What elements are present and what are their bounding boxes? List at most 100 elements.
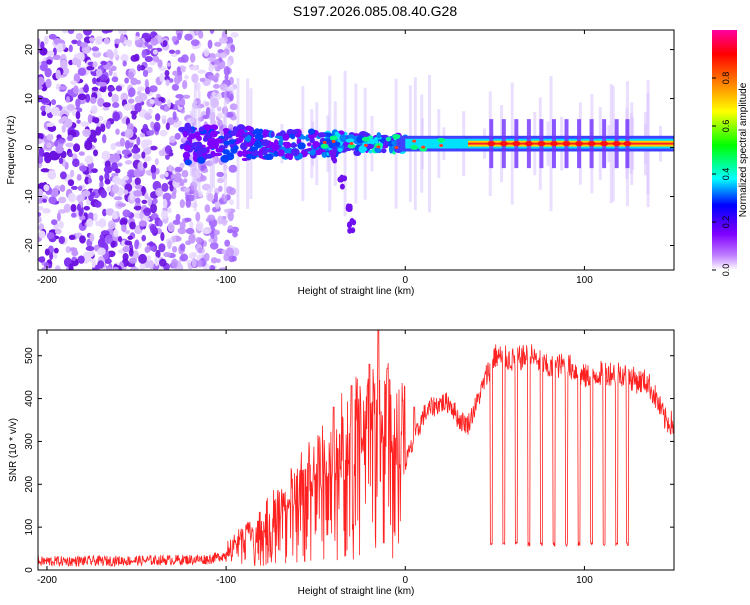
spectrogram-noise-blob <box>44 35 49 45</box>
spectrogram-noise-blob <box>202 114 210 120</box>
spectrogram-noise-blob <box>79 165 87 172</box>
spectrogram-noise-blob <box>78 209 83 217</box>
spectrogram-noise-blob <box>227 228 234 234</box>
spectrogram-noise-blob <box>149 145 158 151</box>
spectrogram-noise-blob <box>112 111 121 122</box>
spectrogram-noise-blob <box>138 253 147 264</box>
spectrogram-noise-blob <box>40 168 50 173</box>
spectrogram-noise-blob <box>143 207 152 217</box>
spectrogram-signal-blob <box>202 136 208 142</box>
spectrogram-noise-blob <box>44 248 50 256</box>
spectrogram-signal-blob <box>198 126 205 132</box>
spectrogram-x-tick-label: -200 <box>37 275 57 286</box>
spectrogram-noise-blob <box>114 168 121 174</box>
spectrogram-noise-blob <box>104 178 111 185</box>
spectrogram-bright-blob <box>329 135 338 141</box>
spectrogram-noise-blob <box>113 196 123 201</box>
spectrogram-noise-blob <box>80 121 89 127</box>
spectrogram-noise-blob <box>83 30 92 36</box>
spectrogram-noise-blob <box>106 49 114 58</box>
spectrogram-noise-blob <box>216 171 224 178</box>
spectrogram-signal-blob <box>190 146 199 150</box>
spectrogram-noise-blob <box>165 122 170 131</box>
spectrogram-noise-blob <box>102 102 111 108</box>
spectrogram-noise-blob <box>58 157 64 165</box>
spectrogram-signal-blob <box>291 129 299 135</box>
spectrogram-noise-blob <box>111 184 119 194</box>
spectrogram-y-tick-label: -10 <box>24 189 35 204</box>
spectrogram-bright-core <box>421 145 426 149</box>
spectrogram-noise-blob <box>122 60 127 67</box>
spectrogram-noise-blob <box>149 241 154 247</box>
spectrogram-noise-blob <box>169 135 176 144</box>
spectrogram-noise-blob <box>54 265 61 270</box>
snr-y-tick-label: 300 <box>24 433 35 450</box>
spectrogram-noise-blob <box>144 55 154 63</box>
spectrogram-signal-blob <box>183 144 192 152</box>
spectrogram-noise-blob <box>144 78 149 89</box>
spectrogram-noise-blob <box>51 187 59 198</box>
spectrogram-y-tick-label: 0 <box>24 144 35 150</box>
spectrogram-signal-blob <box>184 159 193 166</box>
spectrogram-noise-blob <box>132 153 141 160</box>
spectrogram-signal-blob <box>244 125 253 131</box>
spectrogram-y-ticks: -20 -10 0 10 20 <box>24 44 674 253</box>
spectrogram-noise-blob <box>177 32 182 41</box>
spectrogram-noise-blob <box>217 119 223 127</box>
spectrogram-signal-blob <box>368 149 373 154</box>
spectrogram-signal-blob <box>290 142 298 148</box>
spectrogram-noise-blob <box>141 139 149 150</box>
spectrogram-noise-blob <box>95 126 102 136</box>
spectrogram-x-label: Height of straight line (km) <box>298 286 415 297</box>
spectrogram-noise-blob <box>228 164 238 173</box>
spectrogram-noise-blob <box>91 168 98 174</box>
spectrogram-noise-blob <box>124 77 129 84</box>
spectrogram-noise-blob <box>70 203 77 213</box>
spectrogram-noise-blob <box>171 245 178 253</box>
spectrogram-noise-blob <box>93 117 100 124</box>
spectrogram-noise-blob <box>89 233 95 242</box>
spectrogram-noise-blob <box>59 171 67 180</box>
spectrogram-noise-blob <box>104 258 112 265</box>
spectrogram-noise-blob <box>38 196 43 204</box>
spectrogram-noise-blob <box>58 220 64 229</box>
spectrogram-noise-blob <box>158 243 166 253</box>
spectrogram-noise-blob <box>38 148 45 158</box>
spectrogram-noise-blob <box>225 111 234 118</box>
spectrogram-noise-blob <box>46 232 55 240</box>
spectrogram-noise-blob <box>127 71 135 80</box>
spectrogram-noise-blob <box>90 97 97 104</box>
spectrogram-noise-blob <box>76 194 85 203</box>
spectrogram-noise-blob <box>216 106 222 112</box>
spectrogram-noise-blob <box>179 199 185 209</box>
spectrogram-noise-blob <box>232 231 238 238</box>
spectrogram-noise-blob <box>118 30 128 35</box>
spectrogram-noise-blob <box>93 149 99 157</box>
spectrogram-noise-blob <box>111 76 119 83</box>
spectrogram-tone-peak <box>512 141 521 147</box>
spectrogram-noise-blob <box>67 192 76 203</box>
spectrogram-noise-blob <box>195 211 201 222</box>
spectrogram-noise-blob <box>210 229 215 239</box>
spectrogram-signal-blob <box>186 136 193 141</box>
spectrogram-noise-blob <box>97 247 106 256</box>
chart-title: S197.2026.085.08.40.G28 <box>293 3 457 19</box>
spectrogram-noise-blob <box>117 162 123 167</box>
spectrogram-tone-peak <box>524 141 533 147</box>
spectrogram-noise-blob <box>117 202 127 207</box>
spectrogram-noise-blob <box>65 96 71 103</box>
spectrogram-noise-blob <box>45 104 52 114</box>
spectrogram-noise-blob <box>197 69 207 74</box>
spectrogram-noise-blob <box>166 62 172 67</box>
spectrogram-noise-blob <box>139 65 146 71</box>
snr-y-tick-label: 100 <box>24 518 35 535</box>
spectrogram-signal-blob <box>333 141 341 147</box>
spectrogram-noise-blob <box>207 39 213 49</box>
spectrogram-noise-blob <box>144 112 152 121</box>
spectrogram-noise-blob <box>78 151 85 156</box>
spectrogram-noise-blob <box>102 106 110 111</box>
spectrogram-signal-blob <box>306 142 312 147</box>
colorbar-tick-label: 0.6 <box>721 120 731 133</box>
spectrogram-noise-blob <box>75 98 81 108</box>
spectrogram-noise-blob <box>221 249 227 255</box>
